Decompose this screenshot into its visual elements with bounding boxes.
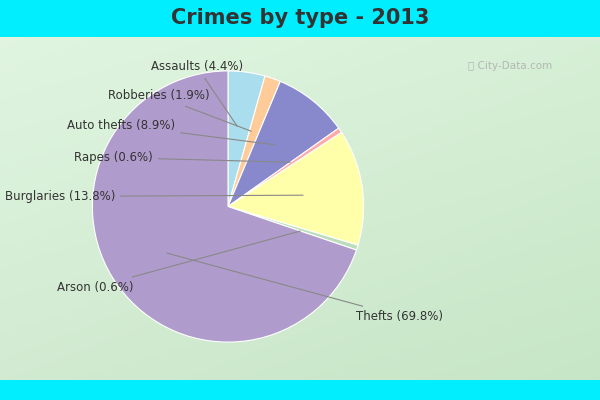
Wedge shape xyxy=(228,132,364,245)
Wedge shape xyxy=(228,76,280,206)
Text: Auto thefts (8.9%): Auto thefts (8.9%) xyxy=(67,119,274,145)
Text: Burglaries (13.8%): Burglaries (13.8%) xyxy=(5,190,303,203)
Text: Rapes (0.6%): Rapes (0.6%) xyxy=(74,151,290,164)
Wedge shape xyxy=(228,81,338,206)
Wedge shape xyxy=(228,71,265,206)
Wedge shape xyxy=(228,206,358,250)
Text: Robberies (1.9%): Robberies (1.9%) xyxy=(107,90,251,131)
Text: ⓘ City-Data.com: ⓘ City-Data.com xyxy=(468,61,552,71)
Text: Crimes by type - 2013: Crimes by type - 2013 xyxy=(171,8,429,28)
Wedge shape xyxy=(228,128,341,206)
Text: Arson (0.6%): Arson (0.6%) xyxy=(58,231,300,294)
Wedge shape xyxy=(92,71,356,342)
Text: Thefts (69.8%): Thefts (69.8%) xyxy=(167,253,443,323)
Text: Assaults (4.4%): Assaults (4.4%) xyxy=(151,60,243,126)
